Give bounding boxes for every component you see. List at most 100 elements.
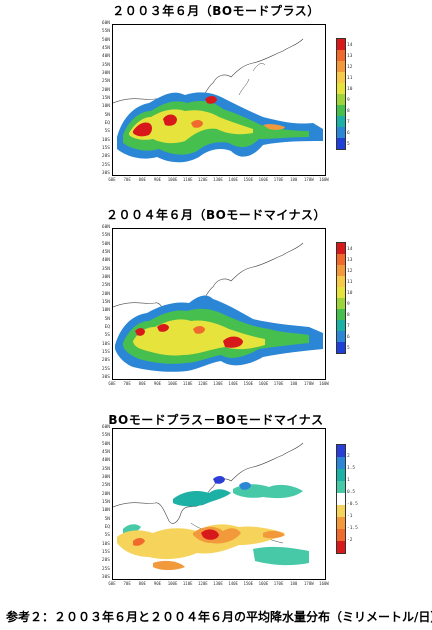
colorbar-swatch xyxy=(337,243,345,254)
latitude-label: 5N xyxy=(104,316,110,322)
latitude-label: 20S xyxy=(101,154,110,160)
longitude-label: 120E xyxy=(198,581,208,586)
longitude-label: 130E xyxy=(213,581,223,586)
latitude-label: 30S xyxy=(101,575,110,580)
latitude-label: 30N xyxy=(101,275,110,280)
colorbar-label: 7 xyxy=(347,120,350,125)
latitude-label: 25N xyxy=(101,283,110,289)
longitude-label: 140E xyxy=(228,581,238,586)
colorbar-2004: 14 13 12 11 10 9 8 7 6 5 xyxy=(336,242,352,354)
longitude-label: 90E xyxy=(153,177,162,182)
longitude-label: 100E xyxy=(167,381,178,386)
latitude-label: 10S xyxy=(101,341,110,347)
latitude-label: 45N xyxy=(101,450,110,455)
longitude-label: 120E xyxy=(198,381,208,386)
longitude-label: 80E xyxy=(138,381,146,386)
latitude-label: 5S xyxy=(104,533,110,539)
longitude-label: 60E xyxy=(108,381,116,386)
colorbar-label: 2 xyxy=(347,454,350,459)
latitude-label: 5N xyxy=(104,112,110,118)
latitude-label: 40N xyxy=(101,258,110,264)
latitude-label: 10S xyxy=(101,137,110,143)
latitude-label: 40N xyxy=(101,54,110,60)
longitude-label: 170W xyxy=(304,381,314,386)
longitude-label: 100E xyxy=(167,581,178,586)
latitude-label: 25N xyxy=(101,79,110,85)
colorbar-label: 11 xyxy=(347,76,353,81)
longitude-label: 120E xyxy=(198,177,208,182)
latitude-label: 60N xyxy=(101,21,110,26)
longitude-label: 150E xyxy=(243,177,254,182)
longitude-label: 110E xyxy=(182,177,193,182)
longitude-label: 160W xyxy=(319,581,329,586)
colorbar-label: 5 xyxy=(347,346,350,351)
colorbar-swatch xyxy=(337,72,345,83)
latitude-label: 10N xyxy=(101,104,110,110)
colorbar-swatch xyxy=(337,61,345,72)
precip-field-2004 xyxy=(113,242,323,372)
colorbar-label: 8 xyxy=(347,313,350,318)
latitude-label: 55N xyxy=(101,233,110,239)
latitude-label: EQ xyxy=(104,325,110,330)
latitude-label: EQ xyxy=(104,525,110,530)
colorbar-swatch xyxy=(337,127,345,138)
colorbar-label: 13 xyxy=(347,258,353,263)
precip-difference-map xyxy=(112,428,326,580)
longitude-label: 170E xyxy=(273,381,284,386)
longitude-label: 70E xyxy=(123,381,131,386)
latitude-label: 15S xyxy=(101,146,110,151)
latitude-label: 50N xyxy=(101,37,110,43)
colorbar-label: -2 xyxy=(347,538,353,543)
latitude-label: 40N xyxy=(101,458,110,464)
colorbar-swatch xyxy=(337,481,345,493)
colorbar-swatch xyxy=(337,265,345,276)
latitude-label: 15S xyxy=(101,350,110,355)
latitude-label: 15S xyxy=(101,550,110,555)
figure-caption: 参考２：２００３年６月と２００４年６月の平均降水量分布（ミリメートル/日） xyxy=(6,610,432,624)
colorbar-swatch xyxy=(337,105,345,116)
latitude-label: EQ xyxy=(104,121,110,126)
latitude-label: 25S xyxy=(101,366,110,372)
latitude-label: 60N xyxy=(101,225,110,230)
longitude-label: 110E xyxy=(182,581,193,586)
colorbar-swatch xyxy=(337,83,345,94)
latitude-label: 35N xyxy=(101,62,110,68)
colorbar-swatch xyxy=(337,529,345,541)
colorbar-label: 7 xyxy=(347,324,350,329)
colorbar-swatch xyxy=(337,517,345,529)
colorbar-label: 11 xyxy=(347,280,353,285)
colorbar-label: 8 xyxy=(347,109,350,114)
colorbar-swatch xyxy=(337,309,345,320)
colorbar-swatch xyxy=(337,298,345,309)
precip-field-2003 xyxy=(113,38,323,163)
latitude-label: 35N xyxy=(101,266,110,272)
colorbar-label: 9 xyxy=(347,302,350,307)
latitude-label: 10N xyxy=(101,508,110,514)
colorbar-swatch xyxy=(337,50,345,61)
colorbar-swatch xyxy=(337,469,345,481)
colorbar-label: -1.5 xyxy=(347,526,358,531)
longitude-label: 170W xyxy=(304,177,314,182)
latitude-label: 30S xyxy=(101,375,110,380)
colorbar-swatch xyxy=(337,342,345,353)
latitude-label: 5S xyxy=(104,333,110,339)
colorbar-label: 12 xyxy=(347,269,353,274)
longitude-label: 160W xyxy=(319,177,329,182)
longitude-label: 180 xyxy=(290,581,298,586)
colorbar-label: 1.5 xyxy=(347,466,356,471)
colorbar-label: 9 xyxy=(347,98,350,103)
colorbar-swatch xyxy=(337,138,345,149)
longitude-label: 160E xyxy=(258,381,269,386)
longitude-label: 90E xyxy=(153,581,162,586)
longitude-label: 90E xyxy=(153,381,162,386)
colorbar-swatch xyxy=(337,254,345,265)
latitude-label: 45N xyxy=(101,46,110,51)
colorbar-label: 13 xyxy=(347,54,353,59)
latitude-label: 55N xyxy=(101,29,110,35)
colorbar-swatch xyxy=(337,320,345,331)
latitude-label: 20N xyxy=(101,87,110,93)
latitude-label: 5S xyxy=(104,129,110,135)
colorbar-difference: 2 1.5 1 0.5 -0.5 -1 -1.5 -2 xyxy=(336,444,358,554)
latitude-label: 5N xyxy=(104,516,110,522)
colorbar-label: 1 xyxy=(347,478,350,483)
